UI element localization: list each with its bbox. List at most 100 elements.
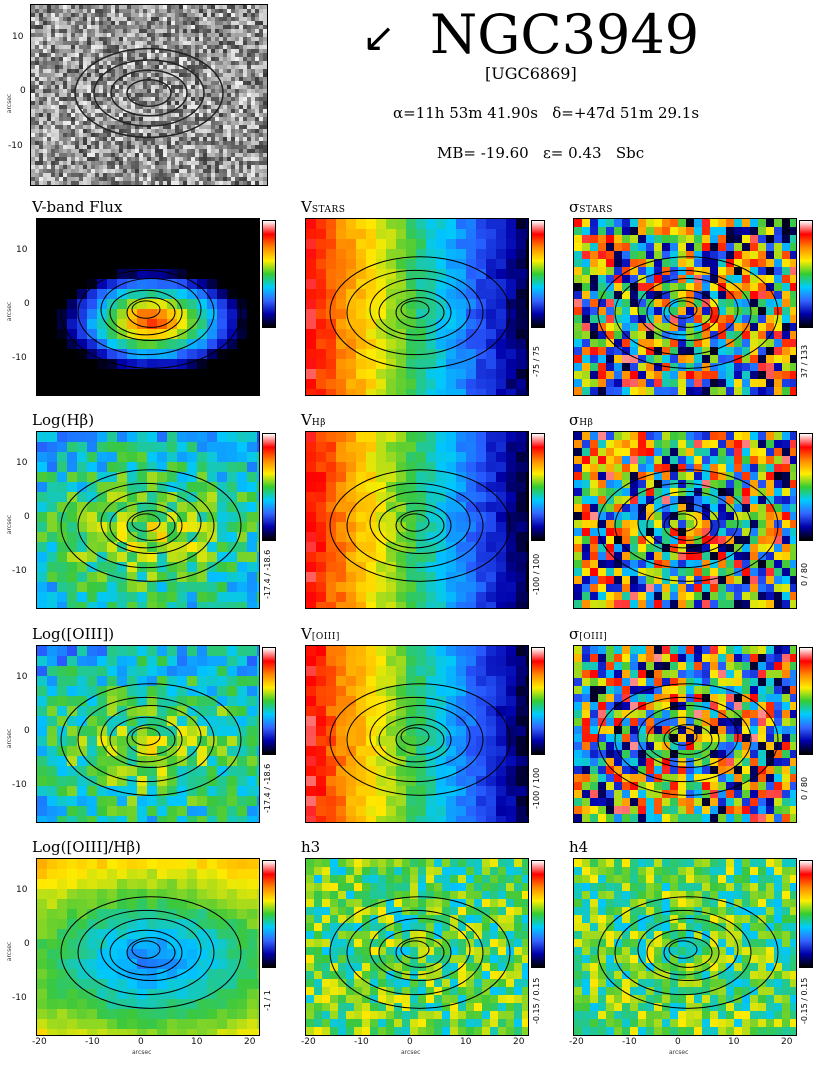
map-pixel (406, 269, 416, 279)
map-pixel (316, 512, 326, 522)
image-pixel (123, 5, 127, 9)
image-pixel (163, 153, 167, 157)
map-pixel (426, 339, 436, 349)
image-pixel (35, 33, 39, 37)
image-pixel (211, 121, 215, 125)
galaxy-properties-line: MB= -19.60 ε= 0.43 Sbc (437, 144, 645, 162)
map-pixel (247, 482, 257, 492)
map-pixel (446, 229, 456, 239)
image-pixel (67, 157, 71, 161)
image-pixel (155, 149, 159, 153)
map-pixel (516, 279, 526, 289)
image-pixel (127, 17, 131, 21)
image-pixel (207, 45, 211, 49)
image-pixel (83, 173, 87, 177)
map-pixel (466, 359, 476, 369)
map-pixel (446, 582, 456, 592)
image-pixel (155, 9, 159, 13)
image-pixel (127, 77, 131, 81)
image-pixel (115, 13, 119, 17)
map-pixel (217, 269, 227, 279)
image-pixel (123, 141, 127, 145)
image-pixel (195, 77, 199, 81)
map-pixel (574, 227, 582, 235)
map-pixel (147, 492, 157, 502)
image-pixel (239, 133, 243, 137)
map-pixel (790, 259, 796, 267)
image-pixel (59, 57, 63, 61)
map-pixel (758, 331, 766, 339)
image-pixel (95, 125, 99, 129)
map-pixel (466, 379, 476, 389)
image-pixel (47, 81, 51, 85)
image-pixel (263, 45, 267, 49)
panel-title-sub: STARS (579, 205, 613, 215)
image-pixel (35, 153, 39, 157)
image-pixel (159, 153, 163, 157)
map-pixel (217, 442, 227, 452)
map-pixel (117, 462, 127, 472)
map-pixel (526, 522, 528, 532)
image-pixel (211, 37, 215, 41)
image-pixel (223, 101, 227, 105)
image-pixel (191, 29, 195, 33)
image-pixel (151, 45, 155, 49)
map-pixel (456, 229, 466, 239)
map-pixel (77, 542, 87, 552)
map-pixel (117, 532, 127, 542)
map-pixel (396, 432, 406, 442)
image-pixel (183, 61, 187, 65)
image-pixel (247, 81, 251, 85)
image-pixel (83, 101, 87, 105)
image-pixel (79, 81, 83, 85)
map-pixel (466, 349, 476, 359)
image-pixel (231, 93, 235, 97)
map-pixel (710, 387, 718, 395)
image-pixel (191, 165, 195, 169)
map-pixel (207, 582, 217, 592)
map-pixel (456, 592, 466, 602)
image-pixel (187, 21, 191, 25)
image-pixel (99, 41, 103, 45)
image-pixel (75, 33, 79, 37)
image-pixel (111, 37, 115, 41)
map-pixel (742, 235, 750, 243)
image-pixel (111, 181, 115, 185)
image-pixel (95, 13, 99, 17)
map-pixel (67, 602, 77, 608)
image-pixel (139, 37, 143, 41)
map-pixel (157, 432, 167, 442)
image-pixel (247, 181, 251, 185)
image-pixel (99, 61, 103, 65)
image-pixel (203, 177, 207, 181)
map-pixel (47, 452, 57, 462)
map-pixel (774, 323, 782, 331)
map-pixel (107, 219, 117, 229)
map-pixel (622, 387, 630, 395)
map-pixel (336, 279, 346, 289)
image-pixel (187, 57, 191, 61)
image-pixel (39, 97, 43, 101)
image-pixel (143, 57, 147, 61)
image-pixel (135, 165, 139, 169)
image-pixel (163, 85, 167, 89)
image-pixel (83, 17, 87, 21)
map-pixel (346, 552, 356, 562)
image-pixel (43, 165, 47, 169)
map-pixel (766, 307, 774, 315)
map-pixel (37, 592, 47, 602)
image-pixel (111, 81, 115, 85)
image-pixel (139, 137, 143, 141)
image-pixel (131, 9, 135, 13)
map-pixel (257, 602, 259, 608)
image-pixel (155, 93, 159, 97)
image-pixel (119, 53, 123, 57)
image-pixel (63, 121, 67, 125)
map-pixel (774, 363, 782, 371)
image-pixel (175, 41, 179, 45)
image-pixel (243, 109, 247, 113)
image-pixel (191, 177, 195, 181)
image-pixel (223, 113, 227, 117)
map-pixel (346, 389, 356, 395)
image-pixel (199, 85, 203, 89)
